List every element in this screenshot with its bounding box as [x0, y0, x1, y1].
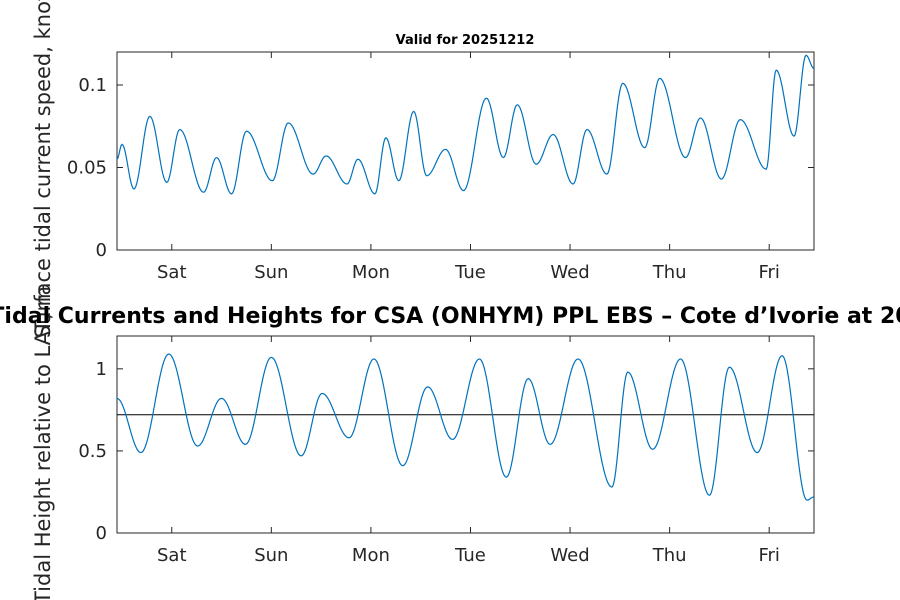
x-tick-label: Fri [758, 262, 779, 283]
y-tick-label: 0.05 [67, 158, 107, 179]
x-tick-label: Sat [157, 545, 187, 566]
x-tick-label: Mon [352, 262, 390, 283]
tidal-height-plot-area [116, 335, 815, 534]
current-speed-ylabel: Surface tidal current speed, knots [31, 0, 55, 338]
current-speed-plot-area [116, 51, 815, 251]
y-tick-label: 0 [96, 240, 107, 261]
x-tick-label: Thu [652, 262, 687, 283]
current-speed-series-line [116, 54, 815, 195]
x-tick-label: Thu [652, 545, 687, 566]
x-tick-label: Sun [254, 545, 288, 566]
x-tick-label: Tue [454, 262, 486, 283]
y-tick-label: 0.1 [78, 75, 107, 96]
x-tick-label: Fri [758, 545, 779, 566]
x-tick-label: Sun [254, 262, 288, 283]
x-tick-label: Mon [352, 545, 390, 566]
y-tick-label: 1 [96, 359, 107, 380]
y-tick-label: 0 [96, 523, 107, 544]
y-tick-label: 0.5 [78, 441, 107, 462]
x-tick-label: Sat [157, 262, 187, 283]
tidal-height-series-line [116, 353, 815, 501]
current-speed-title: Valid for 20251212 [396, 33, 535, 48]
x-tick-label: Tue [454, 545, 486, 566]
x-tick-label: Wed [550, 262, 589, 283]
tidal-height-panel: Sat Sun Mon Tue Wed Thu Fri 0 0.5 1 Tidal Height… [0, 286, 900, 600]
tidal-height-ylabel: Tidal Height relative to LAT, m [31, 286, 55, 600]
tidal-height-title: Tidal Currents and Heights for CSA (ONHY… [0, 304, 900, 329]
x-tick-label: Wed [550, 545, 589, 566]
current-speed-panel: Valid for 20251212 Sat Sun Mon Tue Wed Thu Fri… [31, 0, 815, 338]
